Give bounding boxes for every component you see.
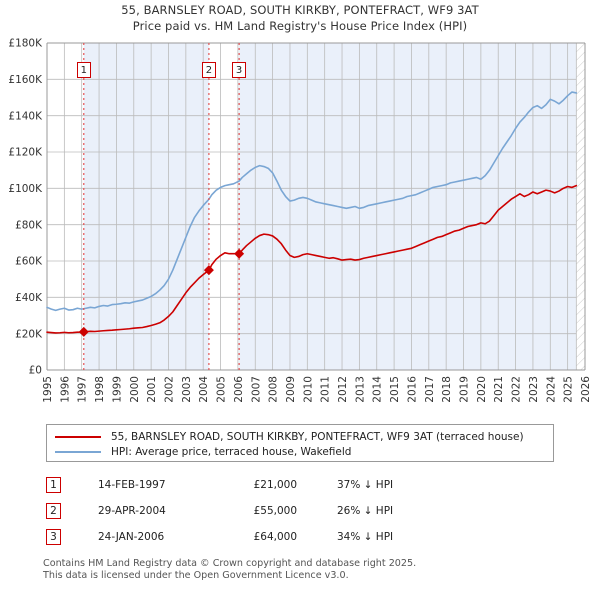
svg-text:1996: 1996 [59,376,71,403]
svg-text:£80K: £80K [15,219,43,231]
svg-text:2008: 2008 [268,376,280,403]
transactions-table: 1 14-FEB-1997 £21,000 37% ↓ HPI 2 29-APR… [46,472,566,550]
footer-line-1: Contains HM Land Registry data © Crown c… [43,558,417,569]
txn-delta-3: 34% ↓ HPI [337,531,394,543]
txn-badge-2: 2 [46,503,61,519]
txn-date-1: 14-FEB-1997 [98,479,166,491]
svg-text:2005: 2005 [216,376,228,403]
svg-text:2012: 2012 [337,376,349,403]
svg-text:2019: 2019 [459,376,471,403]
svg-text:2002: 2002 [163,376,175,403]
txn-date-3: 24-JAN-2006 [98,531,165,543]
svg-text:2007: 2007 [250,376,262,403]
txn-price-1: £21,000 [253,479,297,491]
legend: 55, BARNSLEY ROAD, SOUTH KIRKBY, PONTEFR… [46,424,554,462]
svg-text:1999: 1999 [111,376,123,403]
txn-delta-1: 37% ↓ HPI [337,479,394,491]
legend-item-hpi: HPI: Average price, terraced house, Wake… [47,444,553,459]
svg-text:2017: 2017 [424,376,436,403]
svg-text:2006: 2006 [233,376,245,403]
svg-text:£140K: £140K [8,110,43,122]
svg-text:2024: 2024 [545,376,557,403]
svg-text:£180K: £180K [8,38,43,50]
table-row: 1 14-FEB-1997 £21,000 37% ↓ HPI [46,472,566,498]
svg-text:2003: 2003 [181,376,193,403]
svg-text:2023: 2023 [528,376,540,403]
svg-text:1998: 1998 [94,376,106,403]
svg-text:2004: 2004 [198,376,210,403]
svg-text:2020: 2020 [476,376,488,403]
footer-line-2: This data is licensed under the Open Gov… [43,569,349,581]
legend-swatch-hpi [55,450,101,453]
svg-text:£20K: £20K [15,328,43,340]
svg-text:2022: 2022 [511,376,523,403]
svg-text:2025: 2025 [563,376,575,403]
svg-text:£40K: £40K [15,292,43,304]
title-line-2: Price paid vs. HM Land Registry's House … [132,19,468,33]
legend-item-price-paid: 55, BARNSLEY ROAD, SOUTH KIRKBY, PONTEFR… [47,429,553,444]
svg-text:2021: 2021 [493,376,505,403]
chart-marker-2: 2 [201,62,216,78]
svg-text:£120K: £120K [8,147,43,159]
svg-text:1995: 1995 [42,376,54,403]
svg-text:2010: 2010 [302,376,314,403]
txn-date-2: 29-APR-2004 [98,505,166,517]
footer-attribution: Contains HM Land Registry data © Crown c… [43,558,563,581]
txn-badge-1: 1 [46,477,61,493]
table-row: 2 29-APR-2004 £55,000 26% ↓ HPI [46,498,566,524]
txn-price-2: £55,000 [253,505,297,517]
legend-label-price-paid: 55, BARNSLEY ROAD, SOUTH KIRKBY, PONTEFR… [111,430,524,443]
svg-text:2011: 2011 [320,376,332,403]
title-line-1: 55, BARNSLEY ROAD, SOUTH KIRKBY, PONTEFR… [121,3,479,17]
svg-text:2015: 2015 [389,376,401,403]
svg-text:£60K: £60K [15,256,43,268]
chart-marker-1: 1 [76,62,91,78]
svg-text:2014: 2014 [372,376,384,403]
svg-text:£160K: £160K [8,74,43,86]
svg-text:2000: 2000 [129,376,141,403]
table-row: 3 24-JAN-2006 £64,000 34% ↓ HPI [46,524,566,550]
svg-text:2013: 2013 [354,376,366,403]
legend-swatch-price-paid [55,435,101,438]
svg-text:2026: 2026 [580,376,592,403]
svg-text:2009: 2009 [285,376,297,403]
txn-delta-2: 26% ↓ HPI [337,505,394,517]
svg-text:£100K: £100K [8,183,43,195]
svg-text:2001: 2001 [146,376,158,403]
svg-text:2016: 2016 [406,376,418,403]
legend-label-hpi: HPI: Average price, terraced house, Wake… [111,445,352,458]
svg-text:2018: 2018 [441,376,453,403]
txn-price-3: £64,000 [253,531,297,543]
txn-badge-3: 3 [46,529,61,545]
svg-text:1997: 1997 [77,376,89,403]
chart-marker-3: 3 [232,62,247,78]
svg-text:£0: £0 [29,365,42,377]
chart-title: 55, BARNSLEY ROAD, SOUTH KIRKBY, PONTEFR… [0,2,600,34]
